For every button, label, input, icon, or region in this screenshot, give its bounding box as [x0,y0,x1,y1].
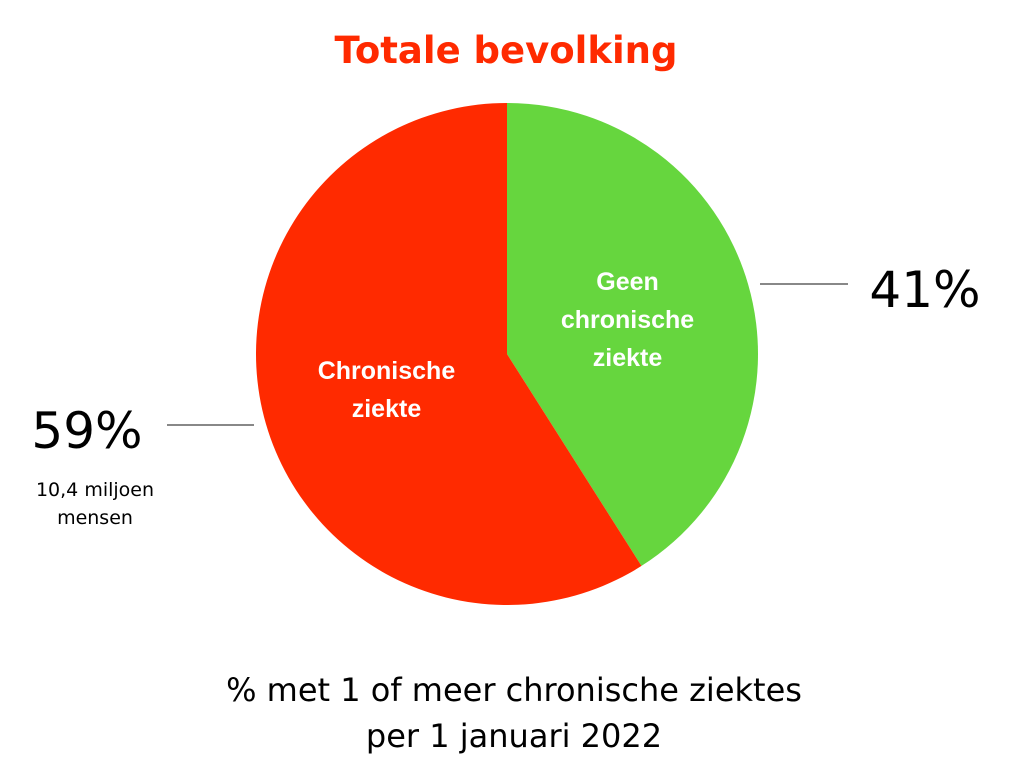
pie-slice-labels: Geen chronische ziekte Chronische ziekte [318,268,695,423]
slice-label-line: Chronische [318,357,456,385]
pie-slice-geen-chronische-ziekte [507,103,759,566]
caption-line-2: per 1 januari 2022 [366,717,662,755]
pie-slices [256,103,759,605]
slice-label-line: ziekte [352,395,422,423]
chart-title: Totale bevolking [335,29,678,72]
slice-label-line: chronische [561,306,694,334]
value-label-geen: 41% [869,261,980,319]
pie-slice-chronische-ziekte [256,103,642,605]
caption-line-1: % met 1 of meer chronische ziektes [226,671,802,709]
slice-label-line: ziekte [593,344,663,372]
value-note-line-2: mensen [57,507,133,529]
value-note-line-1: 10,4 miljoen [36,479,154,501]
value-label-chronisch: 59% [31,402,142,460]
slice-label-line: Geen [596,268,659,296]
slice-label-geen-chronische-ziekte: Geen chronische ziekte [561,268,694,372]
slice-label-chronische-ziekte: Chronische ziekte [318,357,456,423]
